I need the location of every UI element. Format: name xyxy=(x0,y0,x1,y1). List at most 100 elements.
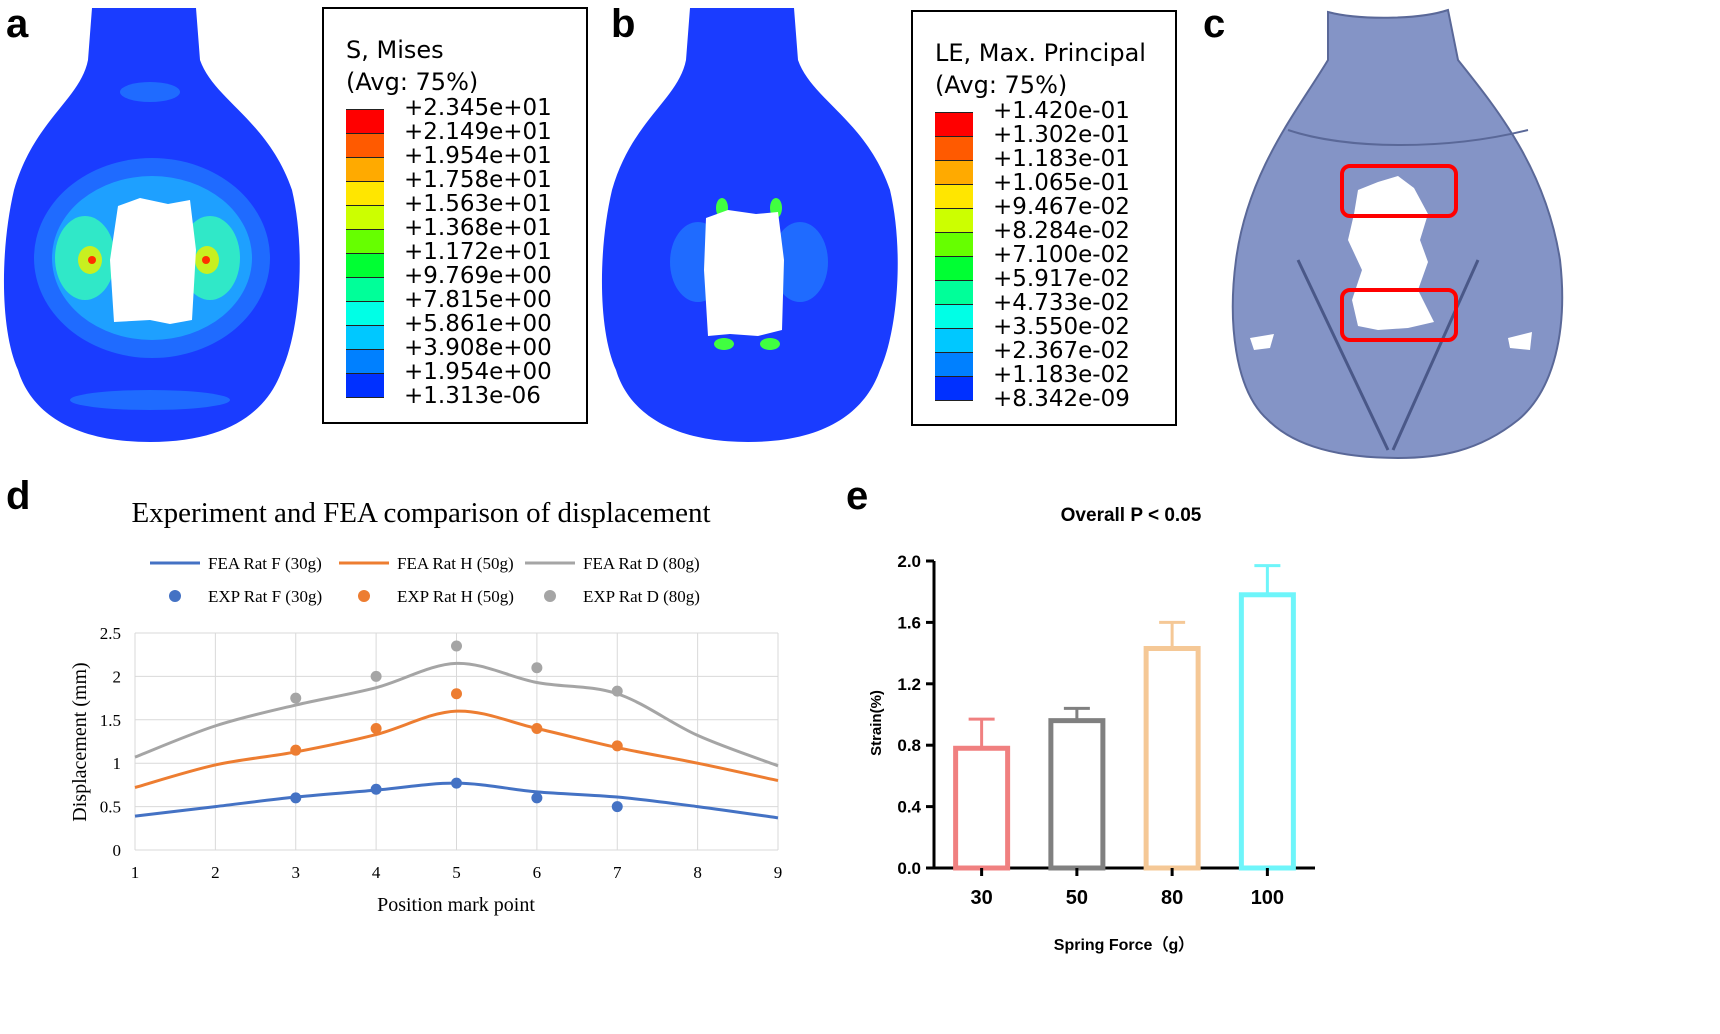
highlight-box-top xyxy=(1340,164,1458,218)
chart-d-title: Experiment and FEA comparison of displac… xyxy=(131,497,710,529)
panel-letter-e: e xyxy=(846,474,869,518)
x-tick-label: 9 xyxy=(774,863,783,882)
y-tick-label: 0.5 xyxy=(100,798,121,817)
legend-a-val-12: +1.313e-06 xyxy=(404,383,541,409)
bone-ridge xyxy=(1287,129,1529,146)
y-tick-label: 0.0 xyxy=(897,859,921,878)
y-tick-label: 0 xyxy=(113,841,122,860)
legend-label-0: FEA Rat F (30g) xyxy=(208,554,322,573)
legend-b-swatch-3 xyxy=(935,184,973,209)
chart-e-xlabel: Spring Force（g） xyxy=(1054,936,1194,954)
strain-bar-chart: Overall P < 0.05 0.0 0.4 0.8 1.2 1.6 2.0 30 50… xyxy=(868,505,1315,954)
legend-a-val-6: +1.172e+01 xyxy=(404,239,552,265)
y-tick-label: 0.8 xyxy=(897,736,921,755)
series-point-4-4 xyxy=(611,740,623,752)
series-line-2 xyxy=(134,661,779,768)
legend-a-val-7: +9.769e+00 xyxy=(404,263,552,289)
bar-50 xyxy=(1048,718,1106,871)
bone-small-hole-left xyxy=(1250,334,1274,350)
stress-legend-subtitle: (Avg: 75%) xyxy=(346,68,479,96)
legend-a-val-4: +1.563e+01 xyxy=(404,191,552,217)
strain-legend-title: LE, Max. Principal xyxy=(935,39,1146,67)
x-tick-label: 6 xyxy=(533,863,542,882)
legend-b-swatch-11 xyxy=(935,376,973,401)
legend-b-val-1: +1.302e-01 xyxy=(993,122,1130,148)
stress-peak-right xyxy=(202,256,210,264)
chart-d-xlabel: Position mark point xyxy=(377,894,535,916)
x-tick-label-30: 30 xyxy=(971,887,993,909)
legend-b-swatch-8 xyxy=(935,304,973,329)
bar-80 xyxy=(1143,645,1201,871)
legend-b-swatch-1 xyxy=(935,136,973,161)
series-point-5-0 xyxy=(290,692,302,704)
legend-label-4: EXP Rat H (50g) xyxy=(397,587,514,606)
legend-a-val-0: +2.345e+01 xyxy=(404,95,552,121)
y-tick-label: 2.5 xyxy=(100,624,121,643)
legend-marker-5 xyxy=(544,590,556,602)
stress-legend-box: S, Mises (Avg: 75%) +2.345e+01 +2.149e+0… xyxy=(322,7,588,424)
legend-b-val-8: +4.733e-02 xyxy=(993,290,1130,316)
x-tick-label: 8 xyxy=(693,863,702,882)
legend-b-val-12: +8.342e-09 xyxy=(993,386,1130,412)
legend-a-swatch-5 xyxy=(346,229,384,254)
legend-b-val-3: +1.065e-01 xyxy=(993,170,1130,196)
y-tick-label: 0.4 xyxy=(897,798,921,817)
legend-b-val-5: +8.284e-02 xyxy=(993,218,1130,244)
y-tick-label: 1 xyxy=(113,754,122,773)
legend-a-swatch-4 xyxy=(346,205,384,230)
legend-label-3: EXP Rat F (30g) xyxy=(208,587,322,606)
lower-patch-a xyxy=(70,390,230,410)
legend-b-val-4: +9.467e-02 xyxy=(993,194,1130,220)
legend-b-swatch-9 xyxy=(935,328,973,353)
legend-a-val-10: +3.908e+00 xyxy=(404,335,552,361)
legend-a-val-3: +1.758e+01 xyxy=(404,167,552,193)
y-tick-label: 1.6 xyxy=(897,613,921,632)
legend-a-val-9: +5.861e+00 xyxy=(404,311,552,337)
series-point-5-1 xyxy=(370,670,382,682)
legend-label-1: FEA Rat H (50g) xyxy=(397,554,514,573)
legend-a-swatch-9 xyxy=(346,325,384,350)
y-tick-label: 2 xyxy=(113,667,122,686)
legend-b-val-2: +1.183e-01 xyxy=(993,146,1130,172)
legend-b-swatch-7 xyxy=(935,280,973,305)
stress-peak-left xyxy=(88,256,96,264)
legend-b-val-9: +3.550e-02 xyxy=(993,314,1130,340)
stress-legend-title: S, Mises xyxy=(346,36,444,64)
legend-b-val-7: +5.917e-02 xyxy=(993,266,1130,292)
legend-b-swatch-end xyxy=(935,400,973,401)
legend-a-val-1: +2.149e+01 xyxy=(404,119,552,145)
series-point-4-1 xyxy=(370,722,382,734)
series-point-3-4 xyxy=(611,801,623,813)
legend-a-val-2: +1.954e+01 xyxy=(404,143,552,169)
legend-a-swatch-1 xyxy=(346,133,384,158)
series-point-3-1 xyxy=(370,783,382,795)
bar-100 xyxy=(1238,592,1296,871)
strain-legend-box: LE, Max. Principal (Avg: 75%) +1.420e-01… xyxy=(911,10,1177,426)
legend-a-val-11: +1.954e+00 xyxy=(404,359,552,385)
legend-label-5: EXP Rat D (80g) xyxy=(583,587,700,606)
legend-a-swatch-end xyxy=(346,397,384,398)
panel-letter-b: b xyxy=(611,2,636,46)
x-tick-label-50: 50 xyxy=(1066,887,1088,909)
bone-scan-model xyxy=(1231,8,1564,460)
strain-contour-model xyxy=(601,8,898,442)
y-tick-label: 1.5 xyxy=(100,711,121,730)
y-tick-label: 2.0 xyxy=(897,552,921,571)
defect-hole-b xyxy=(704,210,784,336)
x-tick-label: 5 xyxy=(452,863,461,882)
strain-spot-br xyxy=(760,338,780,350)
legend-a-swatch-8 xyxy=(346,301,384,326)
legend-b-val-6: +7.100e-02 xyxy=(993,242,1130,268)
legend-b-swatch-5 xyxy=(935,232,973,257)
legend-marker-4 xyxy=(358,590,370,602)
bone-v-ridge-right xyxy=(1391,259,1480,451)
x-tick-label: 2 xyxy=(211,863,220,882)
legend-marker-3 xyxy=(169,590,181,602)
legend-b-swatch-0 xyxy=(935,112,973,137)
legend-a-swatch-11 xyxy=(346,373,384,398)
legend-a-swatch-6 xyxy=(346,253,384,278)
stress-contour-model xyxy=(3,8,300,442)
legend-b-val-11: +1.183e-02 xyxy=(993,362,1130,388)
panel-letter-a: a xyxy=(6,2,29,46)
x-tick-label: 4 xyxy=(372,863,381,882)
